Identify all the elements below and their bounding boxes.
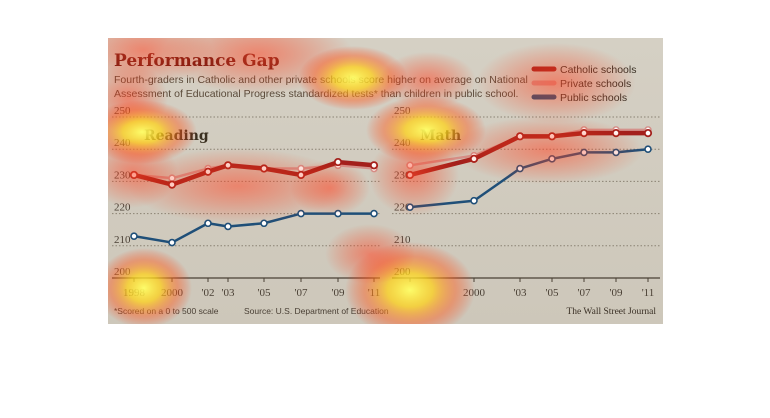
y-tick-label: 230 — [114, 169, 131, 181]
x-tick-label: 2000 — [463, 287, 486, 299]
data-point-public — [297, 209, 305, 218]
legend-label-catholic: Catholic schools — [560, 64, 636, 76]
data-point-public — [370, 209, 378, 218]
x-tick-label: '11 — [642, 287, 655, 299]
data-point-public — [260, 219, 268, 228]
credit: The Wall Street Journal — [566, 307, 656, 317]
data-point-public — [130, 232, 138, 240]
series-line-public — [408, 147, 650, 209]
x-tick-label: '11 — [368, 287, 381, 299]
data-point-catholic — [259, 164, 269, 173]
x-tick-label: '03 — [222, 287, 235, 299]
data-point-catholic — [167, 180, 177, 189]
data-point-public — [580, 148, 588, 157]
data-point-private — [297, 164, 305, 173]
x-tick-label: '03 — [514, 287, 527, 299]
series-line-public — [132, 212, 376, 244]
data-point-catholic — [643, 129, 653, 138]
y-tick-label: 240 — [394, 137, 411, 149]
chart-figure: Performance Gap Fourth-graders in Cathol… — [108, 38, 663, 324]
footnote: *Scored on a 0 to 500 scale — [114, 306, 219, 316]
panel-title: Math — [420, 128, 461, 144]
data-point-public — [516, 164, 524, 173]
data-point-catholic — [405, 170, 415, 180]
y-tick-label: 250 — [114, 105, 131, 117]
legend: Catholic schools Private schools Public … — [531, 64, 636, 104]
x-tick-label: 1998 — [123, 287, 146, 299]
math-panel: 200210220230240250Math2000'03'05'07'09'1… — [392, 105, 660, 299]
data-point-public — [224, 222, 232, 231]
data-point-public — [548, 155, 556, 163]
data-point-public — [406, 203, 414, 211]
x-tick-label: '05 — [258, 287, 271, 299]
x-tick-label: '07 — [578, 287, 591, 299]
data-point-public — [168, 238, 176, 247]
data-point-catholic — [579, 129, 589, 138]
x-tick-label: '09 — [610, 287, 623, 299]
x-tick-label: '07 — [295, 287, 308, 299]
data-point-catholic — [515, 132, 525, 141]
y-tick-label: 240 — [114, 137, 131, 149]
y-tick-label: 220 — [114, 202, 131, 214]
data-point-public — [334, 209, 342, 218]
data-point-catholic — [296, 170, 306, 180]
data-point-catholic — [611, 129, 621, 138]
panel-title: Reading — [144, 128, 209, 144]
x-tick-label: '02 — [202, 287, 215, 299]
legend-label-public: Public schools — [560, 92, 627, 104]
x-tick-label: '09 — [332, 287, 345, 299]
chart-title: Performance Gap — [114, 51, 280, 71]
y-tick-label: 200 — [394, 266, 411, 278]
data-point-catholic — [223, 161, 233, 170]
chart-subtitle-line-2: Assessment of Educational Progress stand… — [114, 88, 518, 100]
chart-subtitle-line-1: Fourth-graders in Catholic and other pri… — [114, 74, 528, 86]
data-point-catholic — [547, 132, 557, 141]
y-tick-label: 210 — [114, 234, 131, 246]
legend-label-private: Private schools — [560, 78, 631, 90]
y-tick-label: 200 — [114, 266, 131, 278]
data-point-catholic — [369, 161, 379, 170]
data-point-private — [168, 174, 176, 182]
data-point-catholic — [469, 154, 479, 163]
x-tick-label: 2000 — [161, 287, 184, 299]
data-point-public — [470, 196, 478, 205]
data-point-catholic — [333, 157, 343, 167]
data-point-public — [612, 148, 620, 157]
data-point-public — [204, 219, 212, 228]
data-point-private — [406, 161, 414, 170]
chart-canvas: Performance Gap Fourth-graders in Cathol… — [108, 38, 660, 324]
reading-panel: 200 210 220 230 240 250 Reading 1998 2000 '02 '03 '… — [112, 105, 380, 299]
data-point-catholic — [203, 167, 213, 176]
data-point-catholic — [129, 170, 139, 180]
x-tick-label: '05 — [546, 287, 559, 299]
y-tick-label: 250 — [394, 105, 411, 117]
data-point-public — [644, 145, 652, 153]
y-tick-label: 210 — [394, 234, 411, 246]
source-note: Source: U.S. Department of Education — [244, 306, 389, 316]
